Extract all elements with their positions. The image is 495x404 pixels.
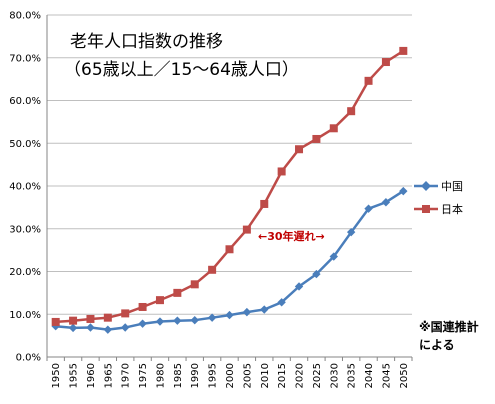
- data-point-china-1965: [103, 325, 113, 334]
- data-point-china-2030: [329, 252, 338, 261]
- data-point-china-2000: [225, 310, 234, 320]
- data-point-japan-2025: [312, 134, 321, 143]
- data-point-japan-2045: [381, 58, 390, 67]
- source-note-line1: ※国連推計: [419, 319, 479, 334]
- legend-label-china: 中国: [441, 180, 463, 193]
- data-point-japan-2040: [364, 76, 373, 85]
- x-tick-label-1985: 1985: [173, 363, 184, 388]
- y-tick-label-10: 10.0%: [9, 310, 41, 321]
- x-tick-label-1965: 1965: [103, 363, 114, 388]
- x-tick-label-2035: 2035: [347, 363, 358, 388]
- data-point-japan-2035: [347, 107, 356, 116]
- data-point-china-1990: [190, 316, 199, 325]
- data-point-japan-1985: [173, 288, 182, 297]
- data-point-china-2005: [242, 307, 252, 317]
- y-tick-label-80: 80.0%: [9, 11, 41, 22]
- data-point-china-1995: [207, 313, 217, 322]
- data-point-japan-2010: [260, 199, 269, 208]
- data-point-china-2035: [346, 227, 356, 237]
- data-point-china-2015: [277, 298, 286, 307]
- legend-marker-china: [421, 181, 431, 191]
- legend-marker-japan: [422, 205, 430, 213]
- x-tick-label-2000: 2000: [225, 363, 236, 388]
- x-tick-label-2015: 2015: [277, 363, 288, 388]
- data-point-china-1955: [68, 323, 78, 333]
- data-point-china-2025: [312, 269, 321, 279]
- data-point-japan-1980: [155, 296, 164, 305]
- data-point-japan-1955: [69, 316, 78, 325]
- x-tick-label-2050: 2050: [399, 363, 410, 388]
- chart-subtitle: （65歳以上／15～64歳人口）: [64, 60, 299, 80]
- data-point-china-1980: [155, 317, 165, 326]
- data-point-japan-1995: [208, 265, 217, 274]
- data-point-japan-1975: [138, 302, 147, 311]
- data-point-china-1985: [173, 316, 182, 325]
- legend-item-japan: 日本: [414, 202, 463, 216]
- x-tick-label-2040: 2040: [364, 363, 375, 388]
- y-tick-label-60: 60.0%: [9, 96, 41, 107]
- x-tick-label-1980: 1980: [155, 363, 166, 388]
- x-tick-label-2020: 2020: [295, 363, 306, 388]
- data-point-china-1960: [86, 323, 95, 332]
- data-point-china-2050: [399, 186, 408, 196]
- annotation-30-years-behind: ←30年遅れ→: [258, 229, 325, 243]
- data-point-japan-2000: [225, 245, 234, 254]
- x-tick-label-1970: 1970: [121, 363, 132, 388]
- x-tick-label-1975: 1975: [138, 363, 149, 388]
- x-tick-label-1955: 1955: [69, 363, 80, 388]
- y-tick-label-50: 50.0%: [9, 139, 41, 150]
- y-tick-label-70: 70.0%: [9, 53, 41, 64]
- x-tick-label-1950: 1950: [51, 363, 62, 388]
- data-point-china-2020: [294, 282, 304, 291]
- x-tick-label-2010: 2010: [260, 363, 271, 388]
- chart-title: 老年人口指数の推移: [70, 32, 223, 52]
- legend: 中国 日本: [414, 180, 463, 216]
- data-point-japan-1965: [103, 313, 112, 322]
- x-tick-label-2005: 2005: [242, 363, 253, 388]
- data-point-china-1970: [121, 323, 130, 332]
- data-point-japan-2030: [329, 124, 338, 133]
- x-tick-label-2045: 2045: [381, 363, 392, 388]
- data-point-china-1975: [138, 319, 147, 328]
- y-tick-label-0: 0.0%: [16, 353, 41, 364]
- data-point-china-2010: [260, 305, 269, 314]
- y-tick-label-20: 20.0%: [9, 267, 41, 278]
- y-tick-label-40: 40.0%: [9, 182, 41, 193]
- legend-item-china: 中国: [414, 180, 463, 193]
- data-point-japan-2005: [242, 225, 251, 234]
- data-point-japan-2050: [399, 46, 408, 55]
- x-tick-label-1960: 1960: [86, 363, 97, 388]
- data-point-china-2040: [364, 204, 373, 213]
- x-tick-label-2025: 2025: [312, 363, 323, 388]
- legend-label-japan: 日本: [441, 202, 463, 216]
- source-note-line2: による: [419, 338, 455, 352]
- data-point-japan-2020: [295, 145, 304, 154]
- x-tick-label-1995: 1995: [208, 363, 219, 388]
- axes: 0.0% 10.0% 20.0% 30.0% 40.0% 50.0% 60.0% 70.0% 8…: [9, 11, 413, 388]
- data-point-japan-1970: [121, 309, 130, 318]
- series-japan: [51, 46, 408, 326]
- x-tick-label-1990: 1990: [190, 363, 201, 388]
- y-tick-label-30: 30.0%: [9, 224, 41, 235]
- x-tick-label-2030: 2030: [329, 363, 340, 388]
- data-point-japan-1990: [190, 280, 199, 289]
- data-point-japan-1950: [51, 317, 60, 326]
- data-point-china-2045: [381, 198, 391, 207]
- data-point-japan-2015: [277, 167, 286, 176]
- series: [51, 46, 408, 334]
- data-point-japan-1960: [86, 314, 95, 323]
